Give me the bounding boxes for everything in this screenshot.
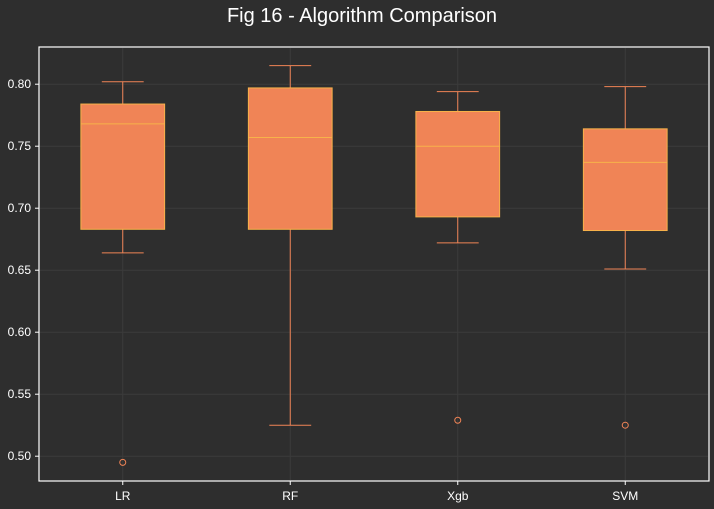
x-tick-label: Xgb bbox=[447, 489, 469, 503]
outlier-point bbox=[621, 421, 629, 429]
y-tick-label: 0.50 bbox=[8, 449, 32, 463]
box-body bbox=[415, 110, 501, 218]
x-tick-label: SVM bbox=[612, 489, 638, 503]
y-tick-label: 0.55 bbox=[8, 387, 32, 401]
box-body bbox=[247, 87, 333, 230]
outlier-point bbox=[454, 416, 462, 424]
boxes bbox=[80, 65, 668, 466]
y-tick-label: 0.65 bbox=[8, 263, 32, 277]
box-group-lr bbox=[80, 81, 166, 466]
box-body bbox=[80, 103, 166, 230]
x-tick-label: LR bbox=[115, 489, 131, 503]
y-tick-label: 0.80 bbox=[8, 77, 32, 91]
y-tick-label: 0.70 bbox=[8, 201, 32, 215]
chart-title: Fig 16 - Algorithm Comparison bbox=[227, 5, 497, 27]
box-body bbox=[582, 128, 668, 232]
box-group-rf bbox=[247, 65, 333, 426]
outlier-point bbox=[119, 458, 127, 466]
box-group-xgb bbox=[415, 91, 501, 424]
y-tick-label: 0.60 bbox=[8, 325, 32, 339]
x-tick-label: RF bbox=[282, 489, 298, 503]
x-axis: LR RF Xgb SVM bbox=[115, 481, 638, 503]
y-axis: 0.50 0.55 0.60 0.65 0.70 0.75 0.80 bbox=[8, 77, 39, 463]
y-tick-label: 0.75 bbox=[8, 139, 32, 153]
box-group-svm bbox=[582, 86, 668, 429]
